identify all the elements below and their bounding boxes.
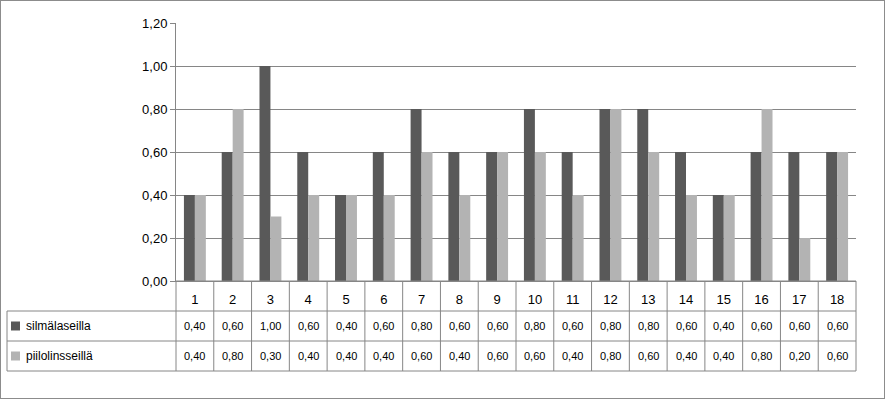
- svg-text:8: 8: [456, 292, 463, 307]
- svg-text:0,60: 0,60: [487, 320, 508, 332]
- svg-text:0,30: 0,30: [260, 350, 281, 362]
- svg-text:0,80: 0,80: [751, 350, 772, 362]
- svg-text:2: 2: [229, 292, 236, 307]
- svg-text:0,00: 0,00: [142, 274, 167, 289]
- svg-text:12: 12: [603, 292, 617, 307]
- svg-text:0,20: 0,20: [142, 231, 167, 246]
- svg-text:0,60: 0,60: [562, 320, 583, 332]
- svg-text:0,40: 0,40: [373, 350, 394, 362]
- svg-text:10: 10: [528, 292, 542, 307]
- svg-text:0,40: 0,40: [184, 320, 205, 332]
- svg-text:7: 7: [418, 292, 425, 307]
- svg-text:0,60: 0,60: [789, 320, 810, 332]
- svg-text:0,40: 0,40: [142, 188, 167, 203]
- svg-text:0,60: 0,60: [524, 350, 545, 362]
- svg-text:0,60: 0,60: [676, 320, 697, 332]
- svg-text:4: 4: [305, 292, 312, 307]
- svg-text:0,80: 0,80: [638, 320, 659, 332]
- svg-text:piilolinsseillä: piilolinsseillä: [26, 349, 93, 363]
- svg-text:0,40: 0,40: [336, 320, 357, 332]
- svg-text:0,40: 0,40: [713, 350, 734, 362]
- svg-text:5: 5: [342, 292, 349, 307]
- svg-text:0,60: 0,60: [638, 350, 659, 362]
- svg-text:1,00: 1,00: [142, 59, 167, 74]
- svg-text:1: 1: [191, 292, 198, 307]
- svg-text:0,60: 0,60: [411, 350, 432, 362]
- svg-text:1,20: 1,20: [142, 16, 167, 31]
- svg-text:18: 18: [830, 292, 844, 307]
- svg-text:silmälaseilla: silmälaseilla: [26, 319, 91, 333]
- svg-text:0,40: 0,40: [562, 350, 583, 362]
- svg-text:0,80: 0,80: [411, 320, 432, 332]
- svg-text:0,60: 0,60: [751, 320, 772, 332]
- svg-text:3: 3: [267, 292, 274, 307]
- svg-text:0,40: 0,40: [184, 350, 205, 362]
- svg-text:0,20: 0,20: [789, 350, 810, 362]
- svg-text:0,60: 0,60: [142, 145, 167, 160]
- svg-text:11: 11: [566, 292, 580, 307]
- svg-text:16: 16: [754, 292, 768, 307]
- svg-text:13: 13: [641, 292, 655, 307]
- svg-text:0,80: 0,80: [524, 320, 545, 332]
- svg-text:0,40: 0,40: [449, 350, 470, 362]
- svg-text:6: 6: [380, 292, 387, 307]
- svg-text:0,80: 0,80: [600, 350, 621, 362]
- svg-text:0,40: 0,40: [336, 350, 357, 362]
- svg-text:0,60: 0,60: [449, 320, 470, 332]
- svg-text:9: 9: [493, 292, 500, 307]
- svg-text:0,80: 0,80: [600, 320, 621, 332]
- svg-text:0,60: 0,60: [222, 320, 243, 332]
- svg-text:0,60: 0,60: [827, 350, 848, 362]
- svg-text:0,60: 0,60: [487, 350, 508, 362]
- svg-text:0,80: 0,80: [142, 102, 167, 117]
- svg-text:1,00: 1,00: [260, 320, 281, 332]
- svg-text:0,40: 0,40: [713, 320, 734, 332]
- svg-text:15: 15: [717, 292, 731, 307]
- svg-text:17: 17: [792, 292, 806, 307]
- svg-text:14: 14: [679, 292, 693, 307]
- svg-text:0,80: 0,80: [222, 350, 243, 362]
- svg-text:0,60: 0,60: [827, 320, 848, 332]
- svg-text:0,60: 0,60: [373, 320, 394, 332]
- svg-text:0,40: 0,40: [676, 350, 697, 362]
- svg-text:0,40: 0,40: [298, 350, 319, 362]
- svg-text:0,60: 0,60: [298, 320, 319, 332]
